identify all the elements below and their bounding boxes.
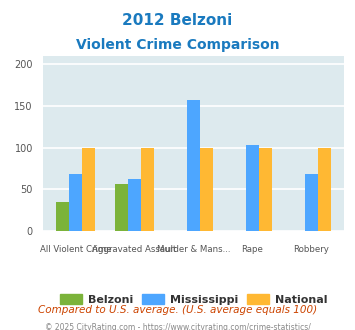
Bar <box>246 145 259 231</box>
Bar <box>69 174 82 231</box>
Bar <box>200 148 213 231</box>
Text: Rape: Rape <box>241 245 263 254</box>
Bar <box>128 179 141 231</box>
Text: Compared to U.S. average. (U.S. average equals 100): Compared to U.S. average. (U.S. average … <box>38 305 317 315</box>
Bar <box>141 148 154 231</box>
Text: All Violent Crime: All Violent Crime <box>40 245 111 254</box>
Bar <box>187 100 200 231</box>
Bar <box>115 183 128 231</box>
Text: Aggravated Assault: Aggravated Assault <box>92 245 177 254</box>
Bar <box>305 174 318 231</box>
Text: Violent Crime Comparison: Violent Crime Comparison <box>76 38 279 52</box>
Text: 2012 Belzoni: 2012 Belzoni <box>122 13 233 28</box>
Text: Robbery: Robbery <box>293 245 329 254</box>
Bar <box>56 202 69 231</box>
Bar <box>318 148 331 231</box>
Text: © 2025 CityRating.com - https://www.cityrating.com/crime-statistics/: © 2025 CityRating.com - https://www.city… <box>45 323 310 330</box>
Legend: Belzoni, Mississippi, National: Belzoni, Mississippi, National <box>55 290 332 310</box>
Text: Murder & Mans...: Murder & Mans... <box>157 245 230 254</box>
Bar <box>259 148 272 231</box>
Bar <box>82 148 95 231</box>
